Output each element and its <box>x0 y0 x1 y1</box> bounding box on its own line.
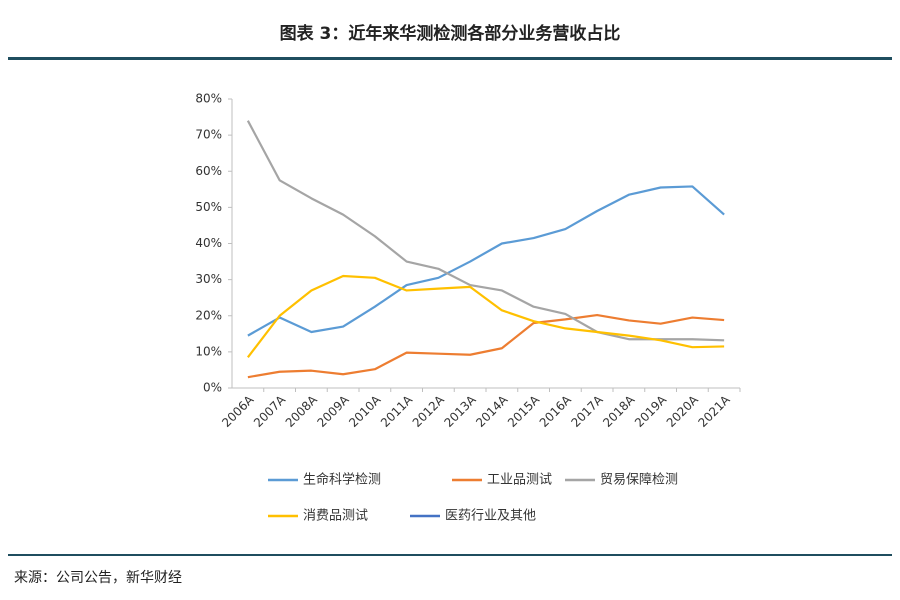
x-tick-label: 2020A <box>664 392 702 430</box>
y-tick-label: 30% <box>195 272 222 286</box>
y-tick-label: 0% <box>203 381 222 395</box>
y-tick-label: 70% <box>195 128 222 142</box>
x-tick-label: 2012A <box>410 392 448 430</box>
y-tick-label: 80% <box>195 92 222 106</box>
x-tick-label: 2008A <box>283 392 321 430</box>
legend-label: 生命科学检测 <box>303 472 381 488</box>
y-tick-label: 10% <box>195 344 222 358</box>
x-tick-label: 2019A <box>632 392 670 430</box>
y-tick-label: 50% <box>195 200 222 214</box>
source-rule <box>8 554 892 556</box>
x-tick-label: 2021A <box>695 392 733 430</box>
y-tick-label: 40% <box>195 236 222 250</box>
legend-label: 工业品测试 <box>487 473 552 488</box>
legend-label: 贸易保障检测 <box>600 473 678 488</box>
x-tick-label: 2010A <box>346 392 384 430</box>
x-tick-label: 2013A <box>441 392 479 430</box>
legend-label: 医药行业及其他 <box>445 509 536 524</box>
x-tick-label: 2009A <box>314 392 352 430</box>
series-line <box>246 120 725 342</box>
y-tick-label: 20% <box>195 308 222 322</box>
legend-label: 消费品测试 <box>303 509 368 524</box>
y-tick-label: 60% <box>195 164 222 178</box>
x-tick-label: 2016A <box>537 392 575 430</box>
x-tick-label: 2018A <box>600 392 638 430</box>
x-tick-label: 2014A <box>473 392 511 430</box>
series-line <box>247 274 725 358</box>
x-tick-label: 2011A <box>378 392 416 430</box>
x-tick-label: 2006A <box>219 392 257 430</box>
source: 来源：公司公告，新华财经 <box>14 570 182 586</box>
chart-title: 图表 3：近年来华测检测各部分业务营收占比 <box>280 23 621 44</box>
x-tick-label: 2017A <box>568 392 606 430</box>
series-line <box>247 313 725 379</box>
title-rule <box>8 57 892 60</box>
series-line <box>247 185 725 337</box>
x-tick-label: 2007A <box>251 392 289 430</box>
x-tick-label: 2015A <box>505 392 543 430</box>
